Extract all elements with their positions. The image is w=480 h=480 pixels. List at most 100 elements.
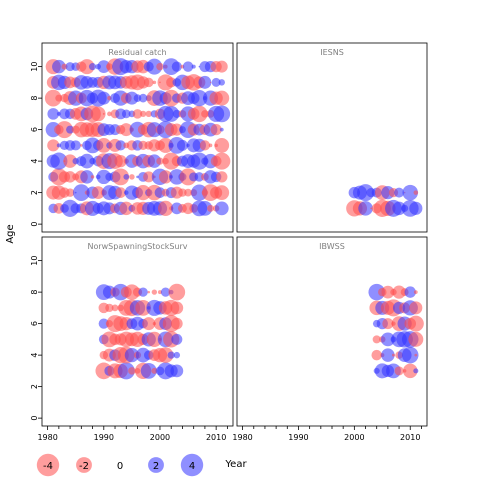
bubble (135, 300, 151, 316)
bubble (119, 123, 133, 137)
bubble (380, 332, 395, 347)
bubbles (368, 283, 424, 379)
bubble (190, 152, 208, 170)
bubble (47, 139, 60, 152)
y-tick-label: 4 (30, 159, 39, 164)
bubble (157, 200, 174, 216)
bubble (211, 77, 221, 87)
bubble (191, 89, 208, 107)
bubble (213, 152, 231, 170)
bubble (64, 171, 76, 183)
bubble (401, 346, 419, 364)
bubble (171, 333, 183, 345)
y-tick-label: 10 (30, 256, 39, 266)
panel-frame (236, 236, 428, 427)
bubble (90, 175, 95, 179)
panel-top-left: Residual catch 0 2 4 6 8 10 (30, 42, 234, 233)
legend-label: -2 (79, 461, 89, 472)
bubble (107, 111, 112, 117)
bubble (176, 139, 188, 151)
legend-bubble (36, 453, 60, 477)
bubble (214, 185, 230, 201)
panels: Residual catch 0 2 4 6 8 10 IESNS NorwSpawningSt… (30, 42, 428, 442)
y-tick-label: 8 (30, 96, 39, 101)
panel-title: IESNS (320, 48, 344, 57)
bubble (218, 79, 225, 86)
bubble (368, 283, 385, 301)
bubble (117, 362, 135, 380)
y-tick-label: 0 (30, 222, 39, 227)
y-tick-label: 8 (30, 290, 39, 295)
bubble (392, 201, 406, 216)
y-tick-label: 10 (30, 62, 39, 72)
bubble (372, 335, 381, 344)
y-tick-label: 6 (30, 127, 39, 132)
y-tick-label: 2 (30, 384, 39, 389)
y-tick-label: 2 (30, 190, 39, 195)
bubble (409, 201, 423, 215)
bubble (358, 201, 373, 216)
bubble (157, 290, 162, 295)
y-tick-label: 6 (30, 321, 39, 326)
bubble (96, 137, 112, 153)
bubble (140, 362, 157, 379)
bubble (158, 137, 174, 153)
bubble (158, 170, 173, 184)
bubble (170, 123, 183, 136)
bubble (381, 285, 395, 299)
x-tick-label: 1980 (37, 433, 57, 442)
bubble (129, 174, 135, 180)
bubble (381, 348, 395, 362)
bubble (178, 188, 187, 197)
bubble (125, 91, 139, 105)
bubble (404, 286, 416, 298)
bubble (96, 169, 111, 185)
legend-label: 2 (153, 461, 159, 472)
bubble (44, 89, 62, 107)
bubble (145, 110, 152, 118)
bubble (414, 353, 418, 357)
bubble (407, 315, 424, 332)
bubble (139, 110, 147, 118)
bubble (191, 105, 208, 123)
bubble (173, 351, 181, 359)
bubble (402, 363, 418, 379)
bubble (91, 186, 105, 200)
bubble (163, 105, 180, 122)
bubble (146, 58, 163, 75)
bubble (391, 353, 396, 357)
bubble (115, 140, 126, 151)
bubble (143, 171, 155, 183)
bubble (88, 63, 97, 71)
bubble (214, 138, 230, 153)
bubble (394, 187, 405, 198)
x-tick-label: 1980 (232, 433, 252, 442)
bubble (138, 287, 148, 297)
bubble (136, 175, 139, 179)
bubble (194, 172, 204, 182)
bubble (209, 81, 212, 83)
legend-item: 4 (180, 453, 204, 477)
legend-bubble (180, 453, 204, 477)
bubble (56, 143, 61, 148)
bubble (47, 108, 60, 120)
bubbles (44, 58, 231, 217)
legend-item: -4 (36, 453, 60, 477)
bubble (191, 64, 196, 69)
bubble (219, 127, 224, 132)
legend-label: 0 (117, 461, 123, 472)
y-tick-label: 0 (30, 416, 39, 421)
bubble (90, 106, 106, 122)
bubble (182, 61, 194, 72)
bubble (215, 60, 228, 73)
x-tick-label: 2000 (150, 433, 170, 442)
bubble (371, 349, 382, 361)
bubble (402, 184, 418, 201)
bubble (112, 168, 130, 186)
bubble (79, 144, 83, 147)
bubble (124, 347, 140, 363)
legend-item: -2 (76, 457, 92, 473)
bubble (146, 331, 163, 348)
panel-top-right: IESNS (236, 42, 428, 233)
panel-frame (41, 236, 234, 427)
